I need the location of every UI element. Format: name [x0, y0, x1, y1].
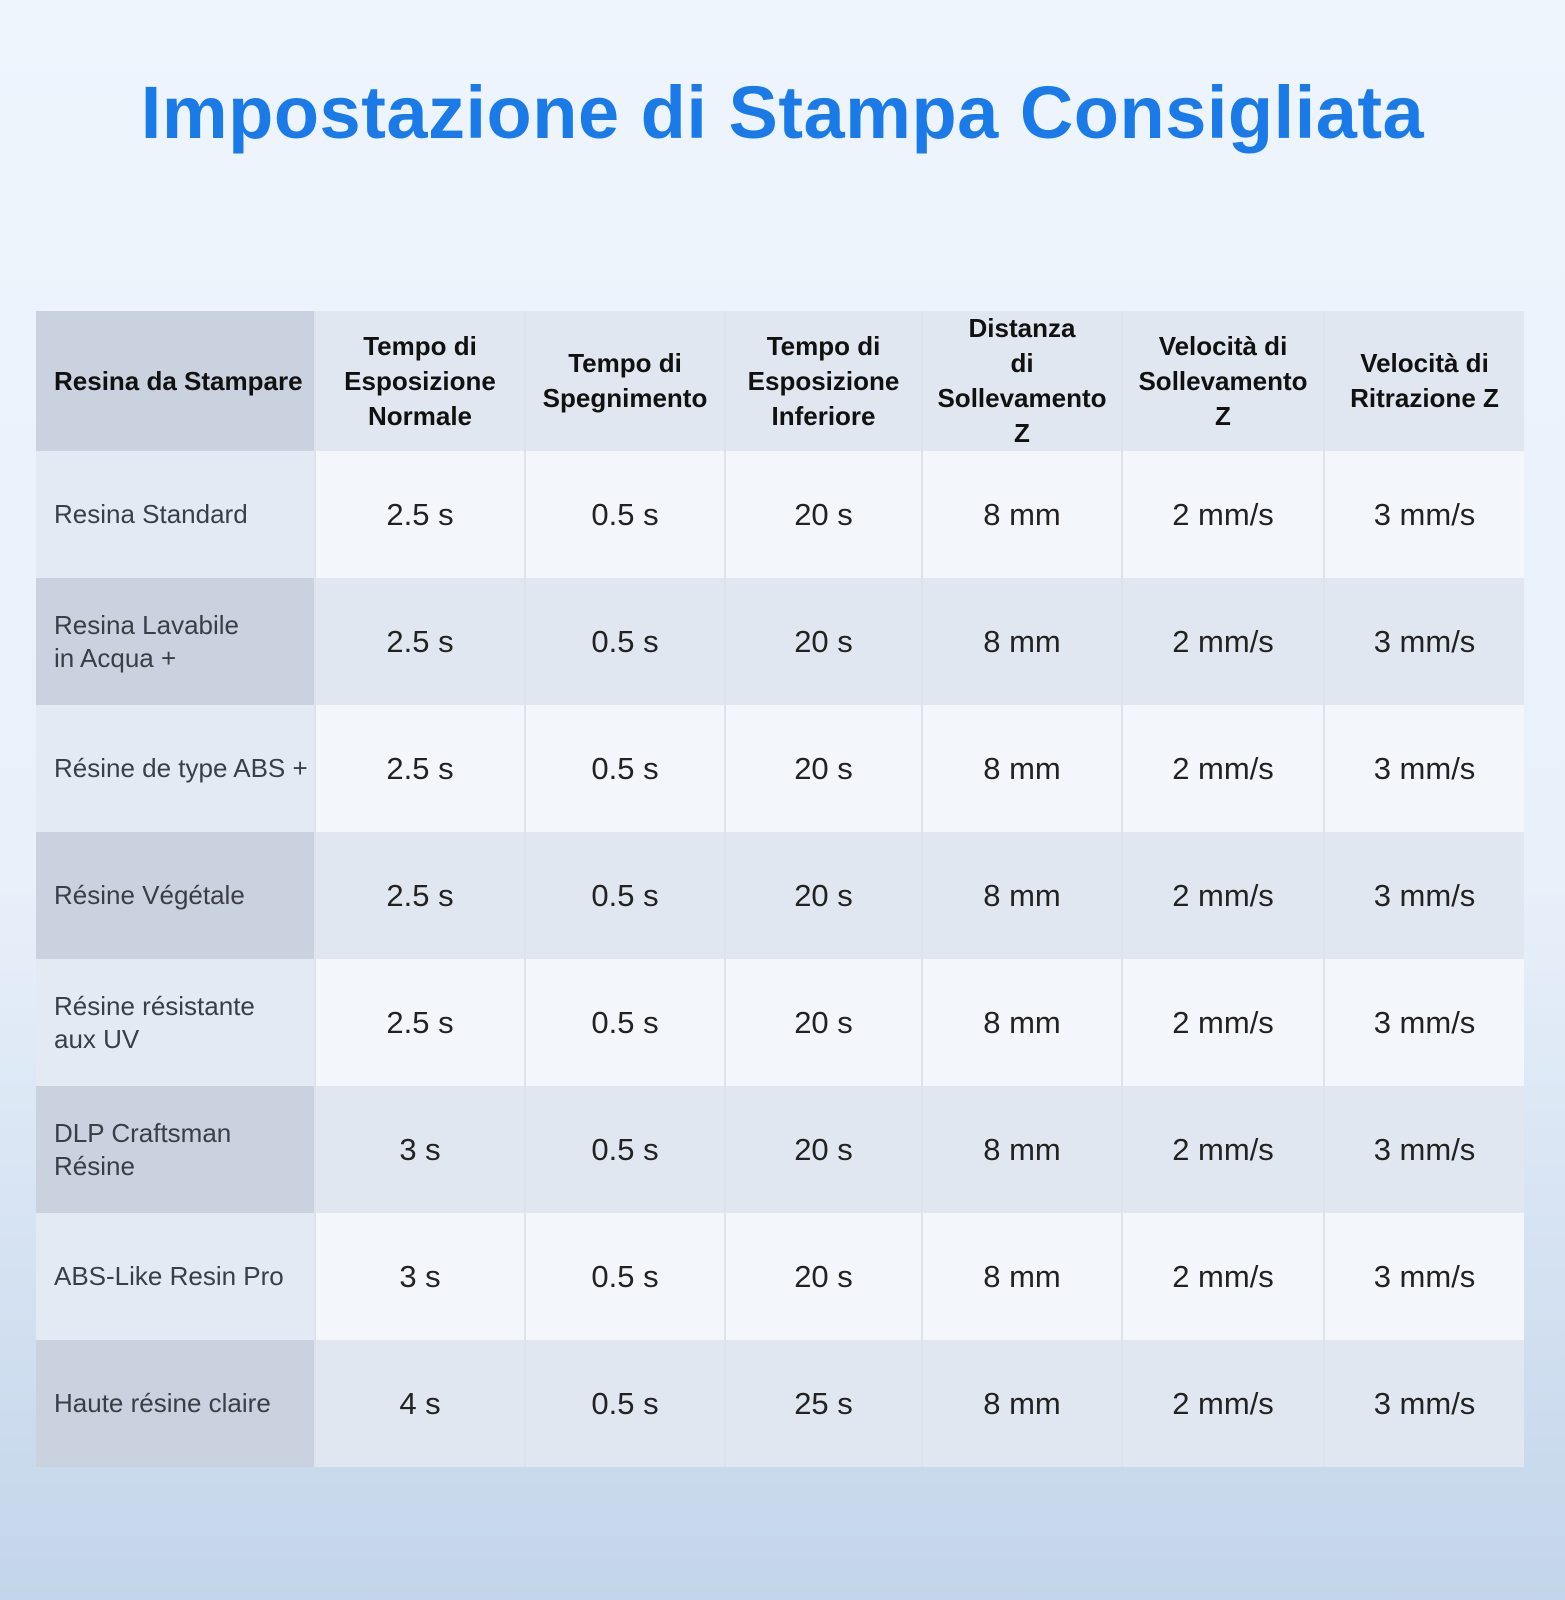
page-title: Impostazione di Stampa Consigliata: [140, 71, 1425, 154]
setting-value: 2 mm/s: [1121, 1213, 1324, 1340]
setting-value: 8 mm: [921, 1213, 1122, 1340]
setting-value: 3 mm/s: [1323, 1086, 1524, 1213]
setting-value: 2.5 s: [314, 959, 525, 1086]
setting-value: 2.5 s: [314, 705, 525, 832]
column-header: Velocità di Ritrazione Z: [1323, 311, 1524, 451]
setting-value: 8 mm: [921, 1340, 1122, 1467]
setting-value: 8 mm: [921, 451, 1122, 578]
resin-name: Resina Lavabile in Acqua +: [36, 578, 315, 705]
resin-name: ABS-Like Resin Pro: [36, 1213, 315, 1340]
setting-value: 0.5 s: [524, 705, 725, 832]
setting-value: 3 s: [314, 1213, 525, 1340]
setting-value: 8 mm: [921, 578, 1122, 705]
header-row: Resina da Stampare Tempo di Esposizione N…: [36, 311, 1524, 451]
setting-value: 0.5 s: [524, 1086, 725, 1213]
setting-value: 8 mm: [921, 959, 1122, 1086]
setting-value: 8 mm: [921, 705, 1122, 832]
setting-value: 2 mm/s: [1121, 1340, 1324, 1467]
setting-value: 2 mm/s: [1121, 705, 1324, 832]
resin-name: Résine de type ABS +: [36, 705, 315, 832]
setting-value: 3 mm/s: [1323, 578, 1524, 705]
setting-value: 0.5 s: [524, 451, 725, 578]
setting-value: 4 s: [314, 1340, 525, 1467]
setting-value: 20 s: [724, 1086, 922, 1213]
setting-value: 2 mm/s: [1121, 1086, 1324, 1213]
setting-value: 0.5 s: [524, 832, 725, 959]
column-header: Tempo di Esposizione Normale: [314, 311, 525, 451]
table-row: Resina Lavabile in Acqua +2.5 s 0.5 s 20 s…: [36, 578, 1524, 705]
setting-value: 8 mm: [921, 832, 1122, 959]
resin-name: Résine Végétale: [36, 832, 315, 959]
setting-value: 20 s: [724, 1213, 922, 1340]
setting-value: 3 mm/s: [1323, 1213, 1524, 1340]
resin-name: DLP Craftsman Résine: [36, 1086, 315, 1213]
setting-value: 0.5 s: [524, 578, 725, 705]
setting-value: 2 mm/s: [1121, 578, 1324, 705]
resin-name: Résine résistante aux UV: [36, 959, 315, 1086]
setting-value: 0.5 s: [524, 1340, 725, 1467]
setting-value: 8 mm: [921, 1086, 1122, 1213]
setting-value: 2.5 s: [314, 832, 525, 959]
setting-value: 20 s: [724, 451, 922, 578]
setting-value: 3 mm/s: [1323, 705, 1524, 832]
resin-name: Haute résine claire: [36, 1340, 315, 1467]
setting-value: 2 mm/s: [1121, 959, 1324, 1086]
column-header: Velocità di Sollevamento Z: [1121, 311, 1324, 451]
setting-value: 2 mm/s: [1121, 832, 1324, 959]
setting-value: 3 mm/s: [1323, 451, 1524, 578]
setting-value: 20 s: [724, 578, 922, 705]
setting-value: 0.5 s: [524, 959, 725, 1086]
setting-value: 3 s: [314, 1086, 525, 1213]
setting-value: 20 s: [724, 959, 922, 1086]
setting-value: 3 mm/s: [1323, 959, 1524, 1086]
setting-value: 2.5 s: [314, 578, 525, 705]
setting-value: 20 s: [724, 832, 922, 959]
setting-value: 0.5 s: [524, 1213, 725, 1340]
setting-value: 3 mm/s: [1323, 832, 1524, 959]
setting-value: 25 s: [724, 1340, 922, 1467]
setting-value: 3 mm/s: [1323, 1340, 1524, 1467]
setting-value: 20 s: [724, 705, 922, 832]
column-header: Resina da Stampare: [36, 311, 315, 451]
resin-name: Resina Standard: [36, 451, 315, 578]
column-header: Distanza di Sollevamento Z: [921, 311, 1122, 451]
setting-value: 2.5 s: [314, 451, 525, 578]
settings-table: Resina da Stampare Tempo di Esposizione N…: [36, 311, 1524, 1467]
setting-value: 2 mm/s: [1121, 451, 1324, 578]
column-header: Tempo di Spegnimento: [524, 311, 725, 451]
column-header: Tempo di Esposizione Inferiore: [724, 311, 922, 451]
